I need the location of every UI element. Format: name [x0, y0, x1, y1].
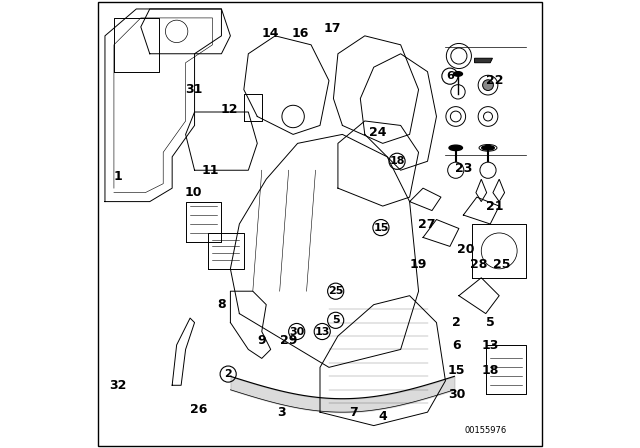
Text: 15: 15 — [448, 363, 465, 377]
Text: 29: 29 — [280, 334, 298, 347]
Text: 30: 30 — [289, 327, 305, 336]
Text: 12: 12 — [221, 103, 238, 116]
Ellipse shape — [482, 146, 494, 150]
Text: 16: 16 — [291, 27, 308, 40]
Text: 22: 22 — [486, 74, 504, 87]
Text: 6: 6 — [446, 71, 454, 81]
Text: 25: 25 — [328, 286, 344, 296]
Circle shape — [483, 80, 493, 90]
Text: 31: 31 — [185, 83, 202, 96]
Text: 3: 3 — [278, 405, 286, 419]
Text: 5: 5 — [486, 316, 495, 329]
Text: 7: 7 — [349, 405, 358, 419]
Text: 24: 24 — [369, 125, 387, 139]
Text: 2: 2 — [224, 369, 232, 379]
Text: 17: 17 — [324, 22, 341, 35]
Text: 18: 18 — [481, 363, 499, 377]
Polygon shape — [475, 58, 493, 63]
Text: 19: 19 — [410, 258, 428, 271]
Text: 26: 26 — [190, 403, 208, 417]
Text: 23: 23 — [454, 161, 472, 175]
Text: 27: 27 — [418, 217, 435, 231]
Text: 32: 32 — [109, 379, 126, 392]
Text: 11: 11 — [202, 164, 219, 177]
Text: 30: 30 — [448, 388, 465, 401]
Text: 8: 8 — [217, 298, 226, 311]
Text: 10: 10 — [185, 186, 202, 199]
Text: 13: 13 — [314, 327, 330, 336]
Text: 5: 5 — [332, 315, 339, 325]
Text: 28: 28 — [470, 258, 488, 271]
Ellipse shape — [454, 72, 463, 76]
Text: 13: 13 — [481, 339, 499, 353]
Text: 00155976: 00155976 — [465, 426, 507, 435]
Ellipse shape — [449, 145, 463, 151]
Text: 15: 15 — [373, 223, 388, 233]
Text: 1: 1 — [113, 170, 122, 184]
Text: 2: 2 — [452, 316, 461, 329]
Text: 21: 21 — [486, 200, 504, 214]
Text: 9: 9 — [257, 334, 266, 347]
Text: 4: 4 — [378, 410, 387, 423]
Text: 25: 25 — [493, 258, 510, 271]
Text: 20: 20 — [457, 243, 474, 257]
Text: 14: 14 — [262, 27, 280, 40]
Text: 6: 6 — [452, 339, 461, 353]
Text: 18: 18 — [389, 156, 405, 166]
